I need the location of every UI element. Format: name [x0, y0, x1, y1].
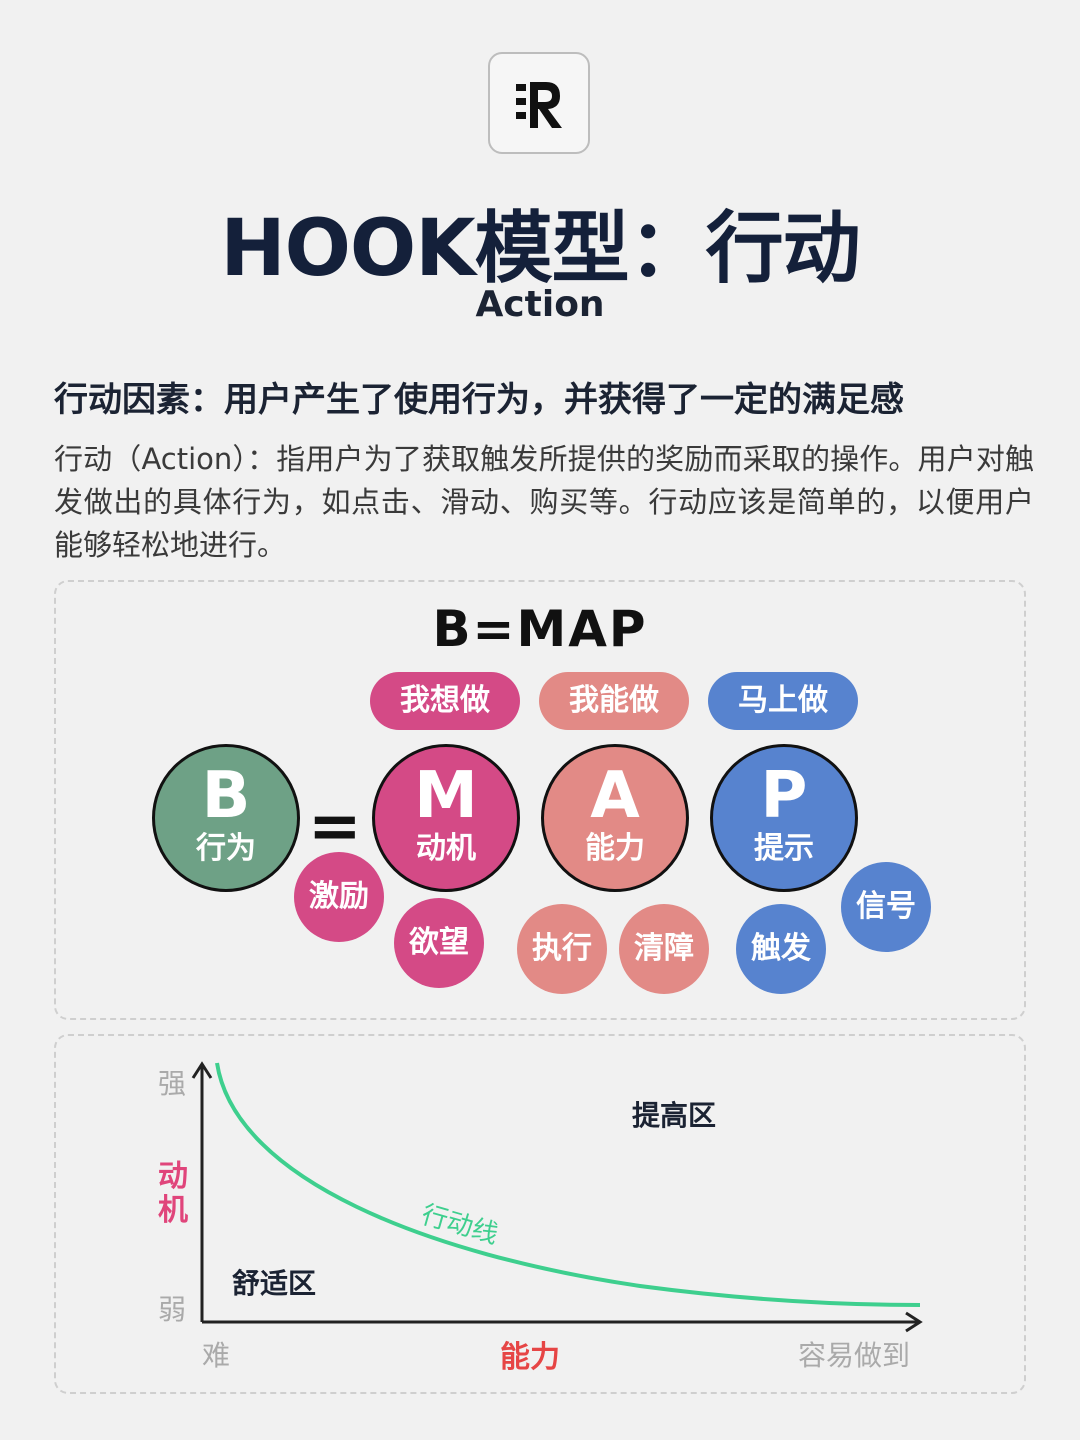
tag-incentive: 激励: [294, 852, 384, 942]
bmap-panel: [54, 580, 1026, 1020]
circle-motivation: M 动机: [372, 744, 520, 892]
action-line-panel: [54, 1034, 1026, 1394]
circle-behavior: B 行为: [152, 744, 300, 892]
page-title: HOOK模型：行动: [220, 204, 860, 294]
circle-ability: A 能力: [541, 744, 689, 892]
circle-ability-letter: A: [590, 759, 640, 833]
circle-ability-label: 能力: [585, 831, 645, 866]
circle-motivation-letter: M: [414, 759, 478, 833]
circle-motivation-label: 动机: [416, 831, 476, 866]
section-heading: 行动因素：用户产生了使用行为，并获得了一定的满足感: [54, 380, 904, 420]
tag-execute: 执行: [517, 904, 607, 994]
zone-improve: 提高区: [632, 1099, 717, 1132]
y-axis-title: 动机: [158, 1159, 188, 1228]
brand-logo: [488, 52, 590, 154]
x-low-label: 难: [202, 1339, 231, 1372]
circle-prompt-label: 提示: [754, 831, 814, 866]
bmap-formula: B=MAP: [432, 600, 648, 658]
zone-comfort: 舒适区: [232, 1267, 317, 1300]
pill-now: 马上做: [708, 672, 858, 730]
equals-sign: =: [308, 790, 362, 864]
x-high-label: 容易做到: [798, 1339, 911, 1372]
circle-behavior-label: 行为: [196, 831, 256, 866]
x-axis-arrow-icon: [905, 1311, 923, 1333]
action-line-curve: [215, 1062, 921, 1307]
y-low-label: 弱: [158, 1293, 187, 1326]
pill-want: 我想做: [370, 672, 520, 730]
y-high-label: 强: [158, 1067, 187, 1100]
y-axis-arrow-icon: [191, 1061, 213, 1079]
tag-clear: 清障: [619, 904, 709, 994]
x-axis-title: 能力: [500, 1340, 560, 1375]
page-subtitle: Action: [475, 284, 605, 325]
circle-behavior-letter: B: [201, 759, 251, 833]
tag-trigger: 触发: [736, 904, 826, 994]
tag-signal: 信号: [841, 862, 931, 952]
tag-desire: 欲望: [394, 898, 484, 988]
circle-prompt-letter: P: [760, 759, 808, 833]
action-line-label: 行动线: [418, 1199, 501, 1249]
section-description: 行动（Action）：指用户为了获取触发所提供的奖励而采取的操作。用户对触发做出…: [54, 442, 1034, 562]
r-logo-icon: [516, 82, 562, 128]
circle-prompt: P 提示: [710, 744, 858, 892]
pill-can: 我能做: [539, 672, 689, 730]
